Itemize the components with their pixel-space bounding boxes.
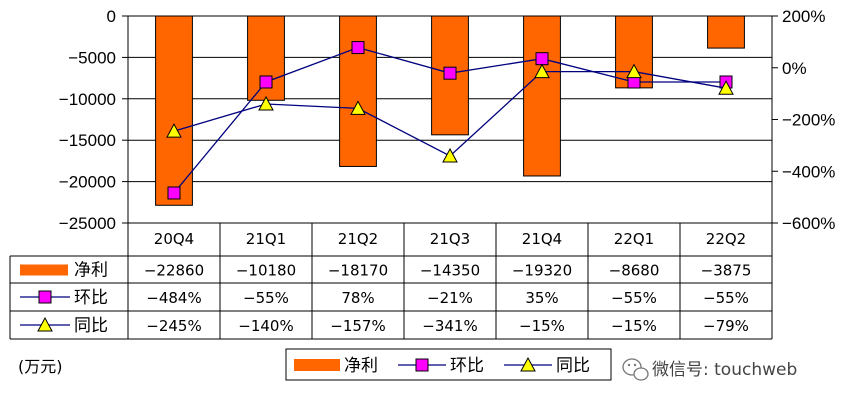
left-tick-label: 0 (107, 7, 116, 26)
table-cell: −19320 (512, 262, 572, 280)
square-point-21Q2 (351, 41, 365, 55)
table-cell: −21% (427, 289, 473, 307)
category-label: 21Q2 (338, 230, 378, 248)
table-cell: −15% (519, 317, 565, 335)
left-tick-label: −25000 (59, 214, 116, 233)
right-tick-label: −600% (782, 214, 835, 233)
bar-20Q4 (155, 15, 193, 206)
watermark: 微信号: touchweb (622, 358, 797, 381)
table-cell: −79% (703, 317, 749, 335)
table-cell: −3875 (701, 262, 752, 280)
right-tick-label: −400% (782, 162, 835, 181)
wechat-icon (622, 358, 649, 381)
table-key-square (38, 290, 52, 304)
table-cell: 78% (341, 289, 374, 307)
table-cell: −8680 (609, 262, 660, 280)
square-point-21Q3 (443, 66, 457, 80)
series-label: 环比 (74, 288, 108, 308)
left-tick-label: −10000 (59, 90, 116, 109)
table-cell: −55% (611, 289, 657, 307)
table-cell: −55% (243, 289, 289, 307)
table-cell: −14350 (420, 262, 480, 280)
table-cell: −15% (611, 317, 657, 335)
category-label: 21Q4 (522, 230, 562, 248)
table-key-bar (20, 264, 68, 276)
table-cell: 35% (525, 289, 558, 307)
legend-key-triangle (520, 356, 536, 372)
left-tick-label: −15000 (59, 131, 116, 150)
table-cell: −484% (146, 289, 201, 307)
category-label: 20Q4 (154, 230, 194, 248)
legend: 净利 环比 同比 (285, 348, 612, 381)
triangle-point-22Q1 (626, 63, 642, 79)
table-cell: −157% (330, 317, 385, 335)
square-point-21Q4 (535, 52, 549, 66)
watermark-text: 微信号: touchweb (652, 360, 797, 380)
bar-21Q4 (523, 15, 561, 177)
table-cell: −18170 (328, 262, 388, 280)
left-tick-label: −5000 (68, 48, 116, 67)
right-tick-label: 200% (782, 7, 825, 26)
triangle-point-21Q3 (442, 147, 458, 163)
triangle-point-21Q2 (350, 100, 366, 115)
bar-22Q2 (707, 15, 745, 49)
triangle-point-20Q4 (166, 123, 182, 138)
category-label: 21Q1 (246, 230, 286, 248)
bar-21Q2 (339, 15, 377, 167)
table-key-triangle (37, 316, 53, 332)
triangle-point-21Q4 (534, 63, 550, 79)
legend-box (285, 348, 612, 381)
series-label: 同比 (74, 316, 108, 336)
right-tick-label: 0% (782, 59, 807, 78)
square-point-21Q1 (259, 75, 273, 89)
square-point-20Q4 (167, 186, 181, 200)
series-label: 净利 (74, 261, 108, 281)
triangle-point-21Q1 (258, 95, 274, 111)
triangle-point-22Q2 (718, 80, 734, 95)
category-label: 22Q2 (706, 230, 746, 248)
category-label: 21Q3 (430, 230, 470, 248)
table-cell: −245% (146, 317, 201, 335)
unit-label: (万元) (18, 357, 63, 376)
table-cell: −22860 (144, 262, 204, 280)
table-cell: −341% (422, 317, 477, 335)
table-cell: −55% (703, 289, 749, 307)
table-cell: −140% (238, 317, 293, 335)
right-tick-label: −200% (782, 111, 835, 130)
table-cell: −10180 (236, 262, 296, 280)
legend-key-square (415, 358, 429, 372)
left-tick-label: −20000 (59, 173, 116, 192)
legend-label: 同比 (556, 356, 590, 376)
legend-label: 净利 (344, 356, 378, 376)
legend-label: 环比 (450, 356, 484, 376)
category-label: 22Q1 (614, 230, 654, 248)
legend-key-bar (294, 359, 340, 371)
